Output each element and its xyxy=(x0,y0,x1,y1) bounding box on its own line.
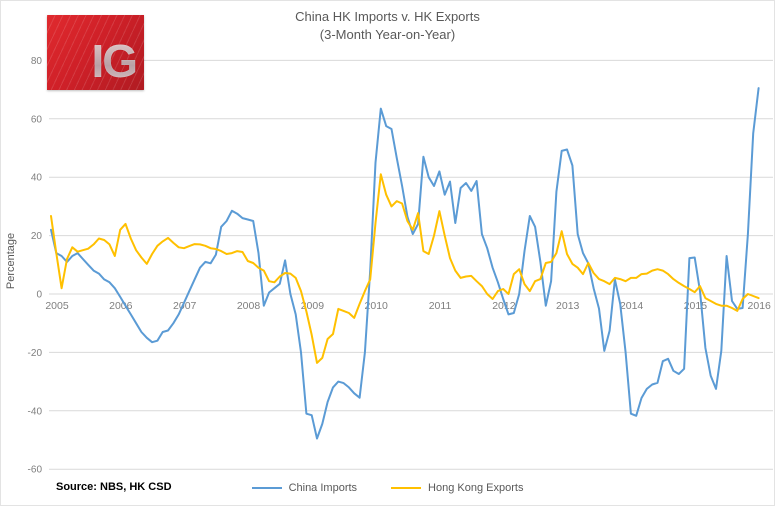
x-tick-label: 2014 xyxy=(620,300,644,312)
ig-logo: IG xyxy=(47,15,144,90)
y-axis-title: Percentage xyxy=(5,232,17,290)
legend-label-hong-kong-exports: Hong Kong Exports xyxy=(428,482,524,494)
ig-logo-text: IG xyxy=(91,35,138,87)
x-tick-label: 2008 xyxy=(237,300,261,312)
y-tick-label: -60 xyxy=(28,465,43,476)
series-line-hong-kong-exports xyxy=(50,173,760,364)
chart-title-line2: (3-Month Year-on-Year) xyxy=(319,27,456,42)
y-tick-label: 0 xyxy=(36,290,42,301)
x-tick-label: 2010 xyxy=(365,300,389,312)
y-tick-label: 80 xyxy=(31,56,43,67)
y-tick-label: 40 xyxy=(31,173,43,184)
x-tick-label: 2011 xyxy=(429,300,452,312)
legend-item-china-imports: China Imports xyxy=(251,482,358,494)
y-tick-label: -40 xyxy=(28,406,43,417)
y-tick-label: -20 xyxy=(28,348,43,359)
x-tick-label: 2016 xyxy=(748,300,772,312)
legend-item-hong-kong-exports: Hong Kong Exports xyxy=(391,482,523,494)
legend-label-china-imports: China Imports xyxy=(288,482,358,494)
chart-title-line1: China HK Imports v. HK Exports xyxy=(295,9,480,24)
x-tick-label: 2013 xyxy=(556,300,580,312)
y-tick-label: 20 xyxy=(31,231,43,242)
legend-swatch-china-imports xyxy=(251,486,282,490)
x-tick-label: 2012 xyxy=(492,300,516,312)
y-tick-label: 60 xyxy=(31,114,43,125)
x-tick-label: 2005 xyxy=(45,300,69,312)
source-note: Source: NBS, HK CSD xyxy=(56,481,172,493)
series-line-china-imports xyxy=(50,87,760,440)
legend-swatch-hong-kong-exports xyxy=(391,486,422,490)
chart-legend: China Imports Hong Kong Exports xyxy=(1,482,774,494)
x-tick-label: 2007 xyxy=(173,300,197,312)
